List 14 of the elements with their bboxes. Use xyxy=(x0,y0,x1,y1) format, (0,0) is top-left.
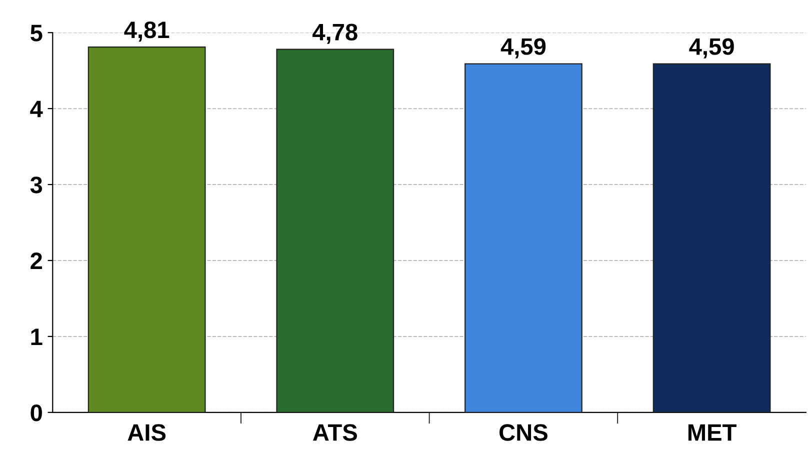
data-label: 4,81 xyxy=(124,22,170,42)
data-label: 4,59 xyxy=(500,38,546,58)
y-tick-label: 3 xyxy=(30,176,42,194)
x-tick-label: ATS xyxy=(312,424,357,441)
y-tick-label: 4 xyxy=(30,100,43,118)
data-label: 4,78 xyxy=(312,24,358,44)
y-tick-label: 2 xyxy=(30,252,42,270)
y-tick-label: 0 xyxy=(30,404,42,422)
x-tick-label: AIS xyxy=(128,424,166,441)
x-tick-label: CNS xyxy=(500,424,548,441)
y-tick-label: 5 xyxy=(30,24,42,42)
x-tick-label: MET xyxy=(688,424,736,441)
y-tick-label: 1 xyxy=(31,328,42,346)
data-label: 4,59 xyxy=(689,38,734,58)
